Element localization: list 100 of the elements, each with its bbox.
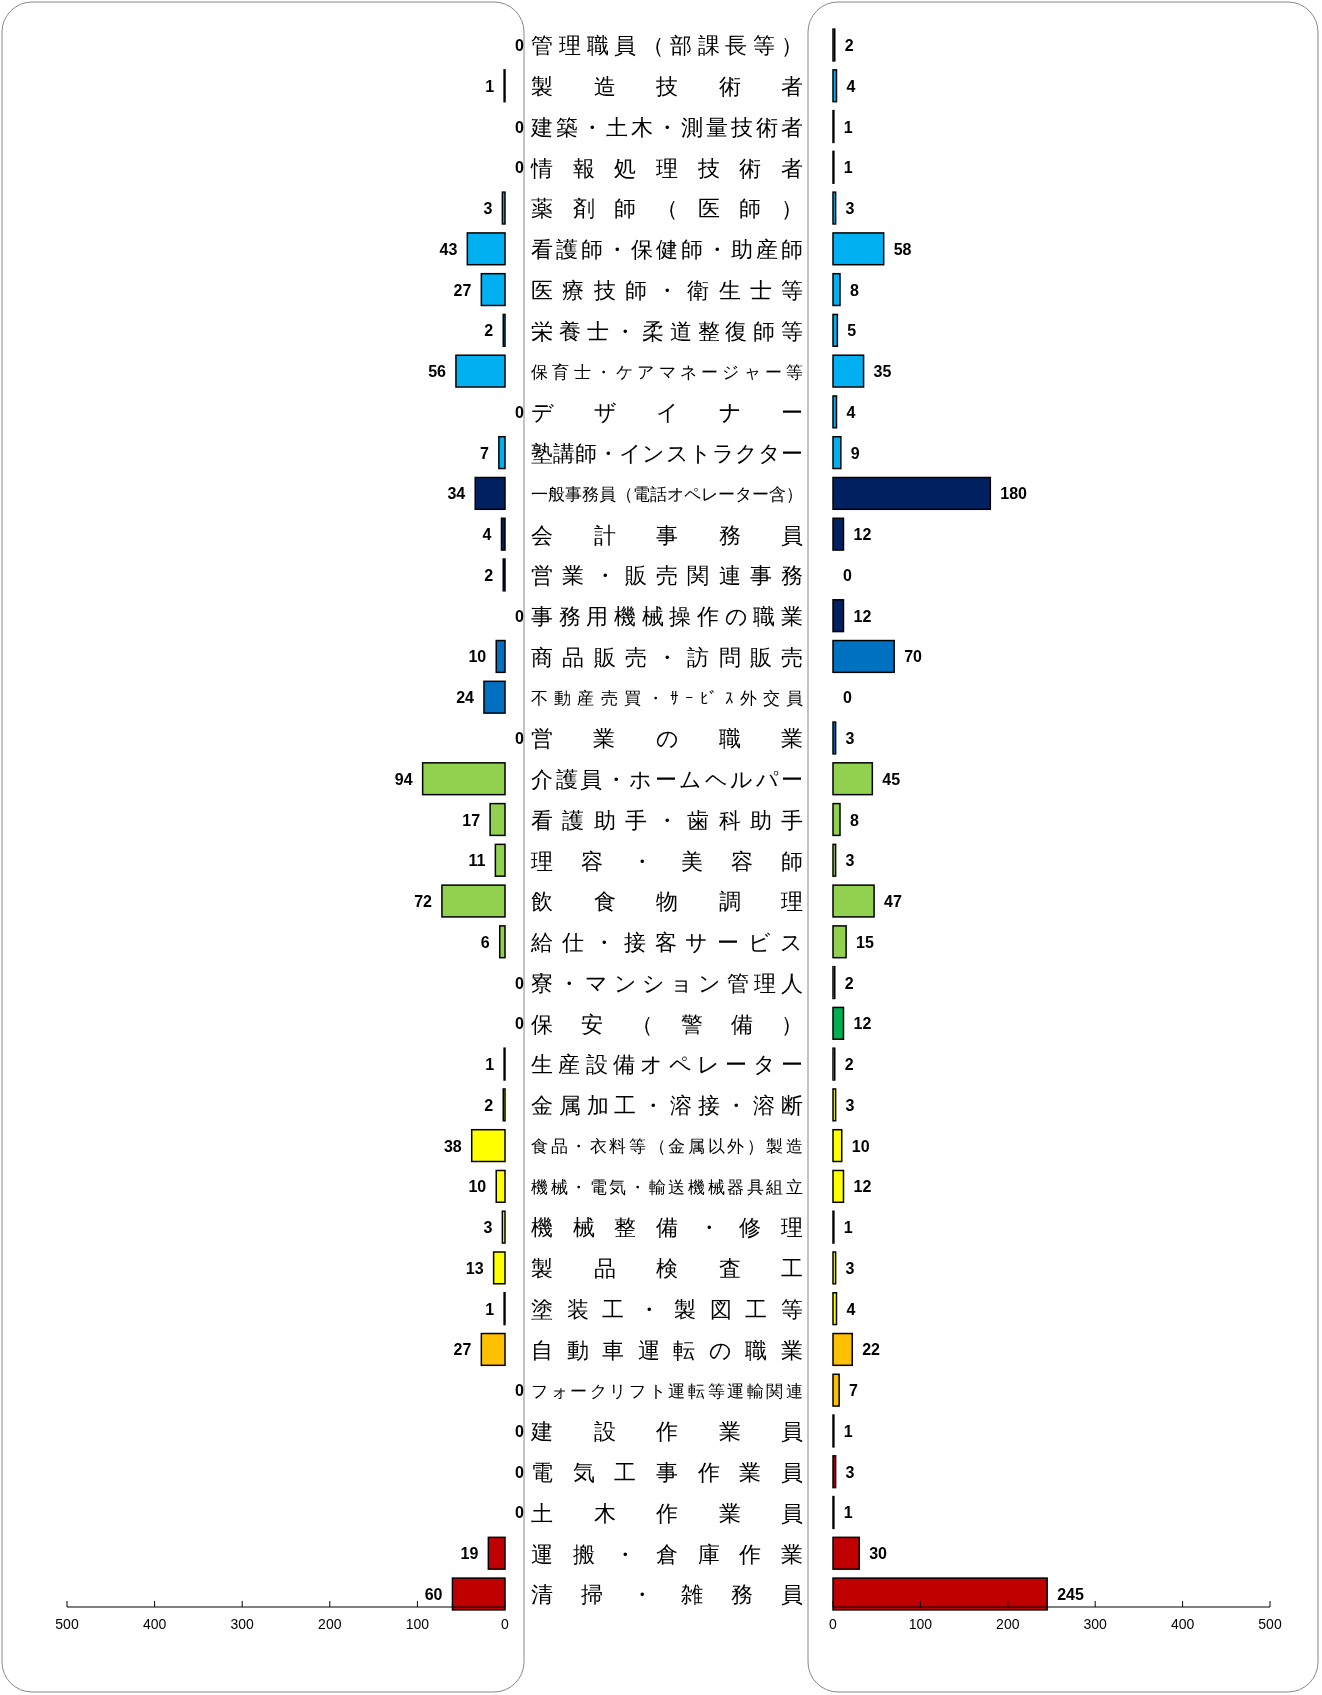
x-tick-label: 300 (1083, 1616, 1108, 1632)
data-label: 7 (479, 444, 489, 462)
data-label: 10 (851, 1137, 870, 1155)
data-label: 1 (843, 1422, 853, 1440)
y-tick-label: 事務用機械操作の職業 (531, 604, 803, 630)
data-label: 0 (515, 1382, 524, 1400)
data-label: 22 (862, 1341, 881, 1359)
data-label: 245 (1057, 1586, 1084, 1603)
data-label: 5 (847, 322, 857, 340)
y-tick-label: 製品検査工 (531, 1256, 803, 1282)
data-label: 0 (515, 118, 524, 136)
data-label: 34 (447, 485, 466, 503)
data-label: 1 (843, 1219, 853, 1237)
data-label: 180 (1000, 485, 1028, 503)
data-label: 94 (394, 770, 413, 788)
y-tick-label: 商品販売・訪問販売 (531, 644, 803, 670)
y-tick-label: 栄養士・柔道整復師等 (531, 318, 803, 344)
data-label: 0 (515, 974, 524, 992)
x-tick-label: 0 (501, 1616, 510, 1632)
y-tick-label: 清掃・雑務員 (531, 1582, 803, 1608)
data-label: 3 (845, 200, 855, 218)
x-tick-label: 400 (142, 1616, 167, 1632)
data-label: 3 (845, 852, 855, 870)
y-tick-label: 給仕・接客サービス (530, 930, 803, 956)
data-label: 1 (843, 159, 853, 177)
data-label: 3 (845, 1096, 855, 1114)
data-label: 0 (515, 1422, 524, 1440)
data-label: 0 (515, 607, 524, 625)
y-tick-label: 情報処理技術者 (530, 155, 803, 181)
y-tick-label: 建設作業員 (530, 1419, 803, 1445)
data-label: 3 (845, 729, 855, 747)
data-label: 0 (515, 729, 524, 747)
data-label: 15 (856, 933, 875, 951)
data-label: 2 (844, 37, 854, 54)
data-label: 2 (484, 322, 494, 340)
x-tick-label: 200 (996, 1616, 1020, 1632)
data-label: 60 (424, 1586, 443, 1603)
x-tick-label: 200 (318, 1616, 342, 1632)
y-tick-label: 一般事務員（電話オペレーター含） (531, 484, 803, 504)
data-label: 0 (843, 566, 852, 584)
y-tick-label: 塾講師・インストラクター (531, 440, 803, 466)
data-label: 3 (845, 1463, 855, 1481)
data-label: 19 (460, 1545, 479, 1563)
y-tick-label: 不動産売買・ｻｰﾋﾞｽ外交員 (531, 688, 803, 708)
data-label: 13 (465, 1259, 484, 1277)
data-label: 70 (904, 648, 923, 666)
y-tick-label: 営業の職業 (531, 726, 803, 752)
y-tick-label: 機械・電気・輸送機械器具組立 (531, 1177, 803, 1197)
data-label: 6 (480, 933, 490, 951)
x-tick-label: 100 (405, 1616, 430, 1632)
data-label: 24 (456, 689, 475, 707)
data-label: 10 (468, 648, 487, 666)
data-label: 38 (443, 1137, 462, 1155)
y-tick-label: 看護師・保健師・助産師 (531, 237, 803, 263)
y-tick-label: 寮・マンション管理人 (531, 970, 803, 996)
x-tick-label: 400 (1170, 1616, 1195, 1632)
data-label: 7 (849, 1382, 859, 1400)
data-label: 0 (515, 1504, 524, 1522)
data-label: 0 (843, 689, 852, 707)
data-label: 2 (484, 566, 494, 584)
y-tick-label: 医療技師・衛生士等 (531, 277, 803, 303)
data-label: 27 (453, 1341, 472, 1359)
data-label: 45 (882, 770, 901, 788)
y-tick-label: 会計事務員 (531, 522, 803, 548)
data-label: 3 (845, 1259, 855, 1277)
y-tick-label: 生産設備オペレーター (531, 1052, 803, 1078)
data-label: 4 (482, 526, 492, 544)
x-tick-label: 0 (829, 1616, 838, 1632)
data-label: 3 (483, 1219, 493, 1237)
data-label: 43 (439, 240, 458, 258)
data-label: 4 (846, 403, 856, 421)
y-tick-label: 製造技術者 (531, 74, 803, 100)
data-label: 8 (849, 811, 859, 829)
data-label: 9 (850, 444, 860, 462)
data-label: 12 (853, 607, 872, 625)
y-tick-label: 保安（警備） (531, 1011, 803, 1037)
data-label: 72 (414, 893, 433, 911)
data-label: 2 (484, 1096, 494, 1114)
data-label: 1 (485, 1300, 495, 1318)
y-tick-label: 介護員・ホームヘルパー (531, 767, 803, 793)
data-label: 30 (869, 1545, 888, 1563)
x-tick-label: 500 (55, 1616, 79, 1632)
y-tick-label: 管理職員（部課長等） (531, 33, 803, 59)
data-label: 47 (884, 893, 902, 911)
y-tick-label: 土木作業員 (531, 1500, 803, 1526)
y-tick-label: 電気工事作業員 (531, 1460, 803, 1486)
y-tick-label: 営業・販売関連事務 (531, 563, 803, 589)
y-tick-label: 食品・衣料等（金属以外）製造 (531, 1137, 803, 1157)
y-tick-label: デザイナー (531, 400, 803, 426)
data-label: 1 (485, 1056, 495, 1074)
y-tick-label: 薬剤師（医師） (531, 196, 803, 222)
y-tick-label: フォークリフト運転等運輸関連 (531, 1381, 803, 1401)
data-label: 4 (846, 77, 856, 95)
x-tick-label: 500 (1258, 1616, 1282, 1632)
y-tick-label: 塗装工・製図工等 (531, 1297, 803, 1323)
data-label: 10 (468, 1178, 487, 1196)
data-label: 4 (846, 1300, 856, 1318)
x-tick-label: 300 (230, 1616, 255, 1632)
data-label: 0 (515, 37, 524, 54)
y-tick-label: 自動車運転の職業 (531, 1337, 803, 1363)
